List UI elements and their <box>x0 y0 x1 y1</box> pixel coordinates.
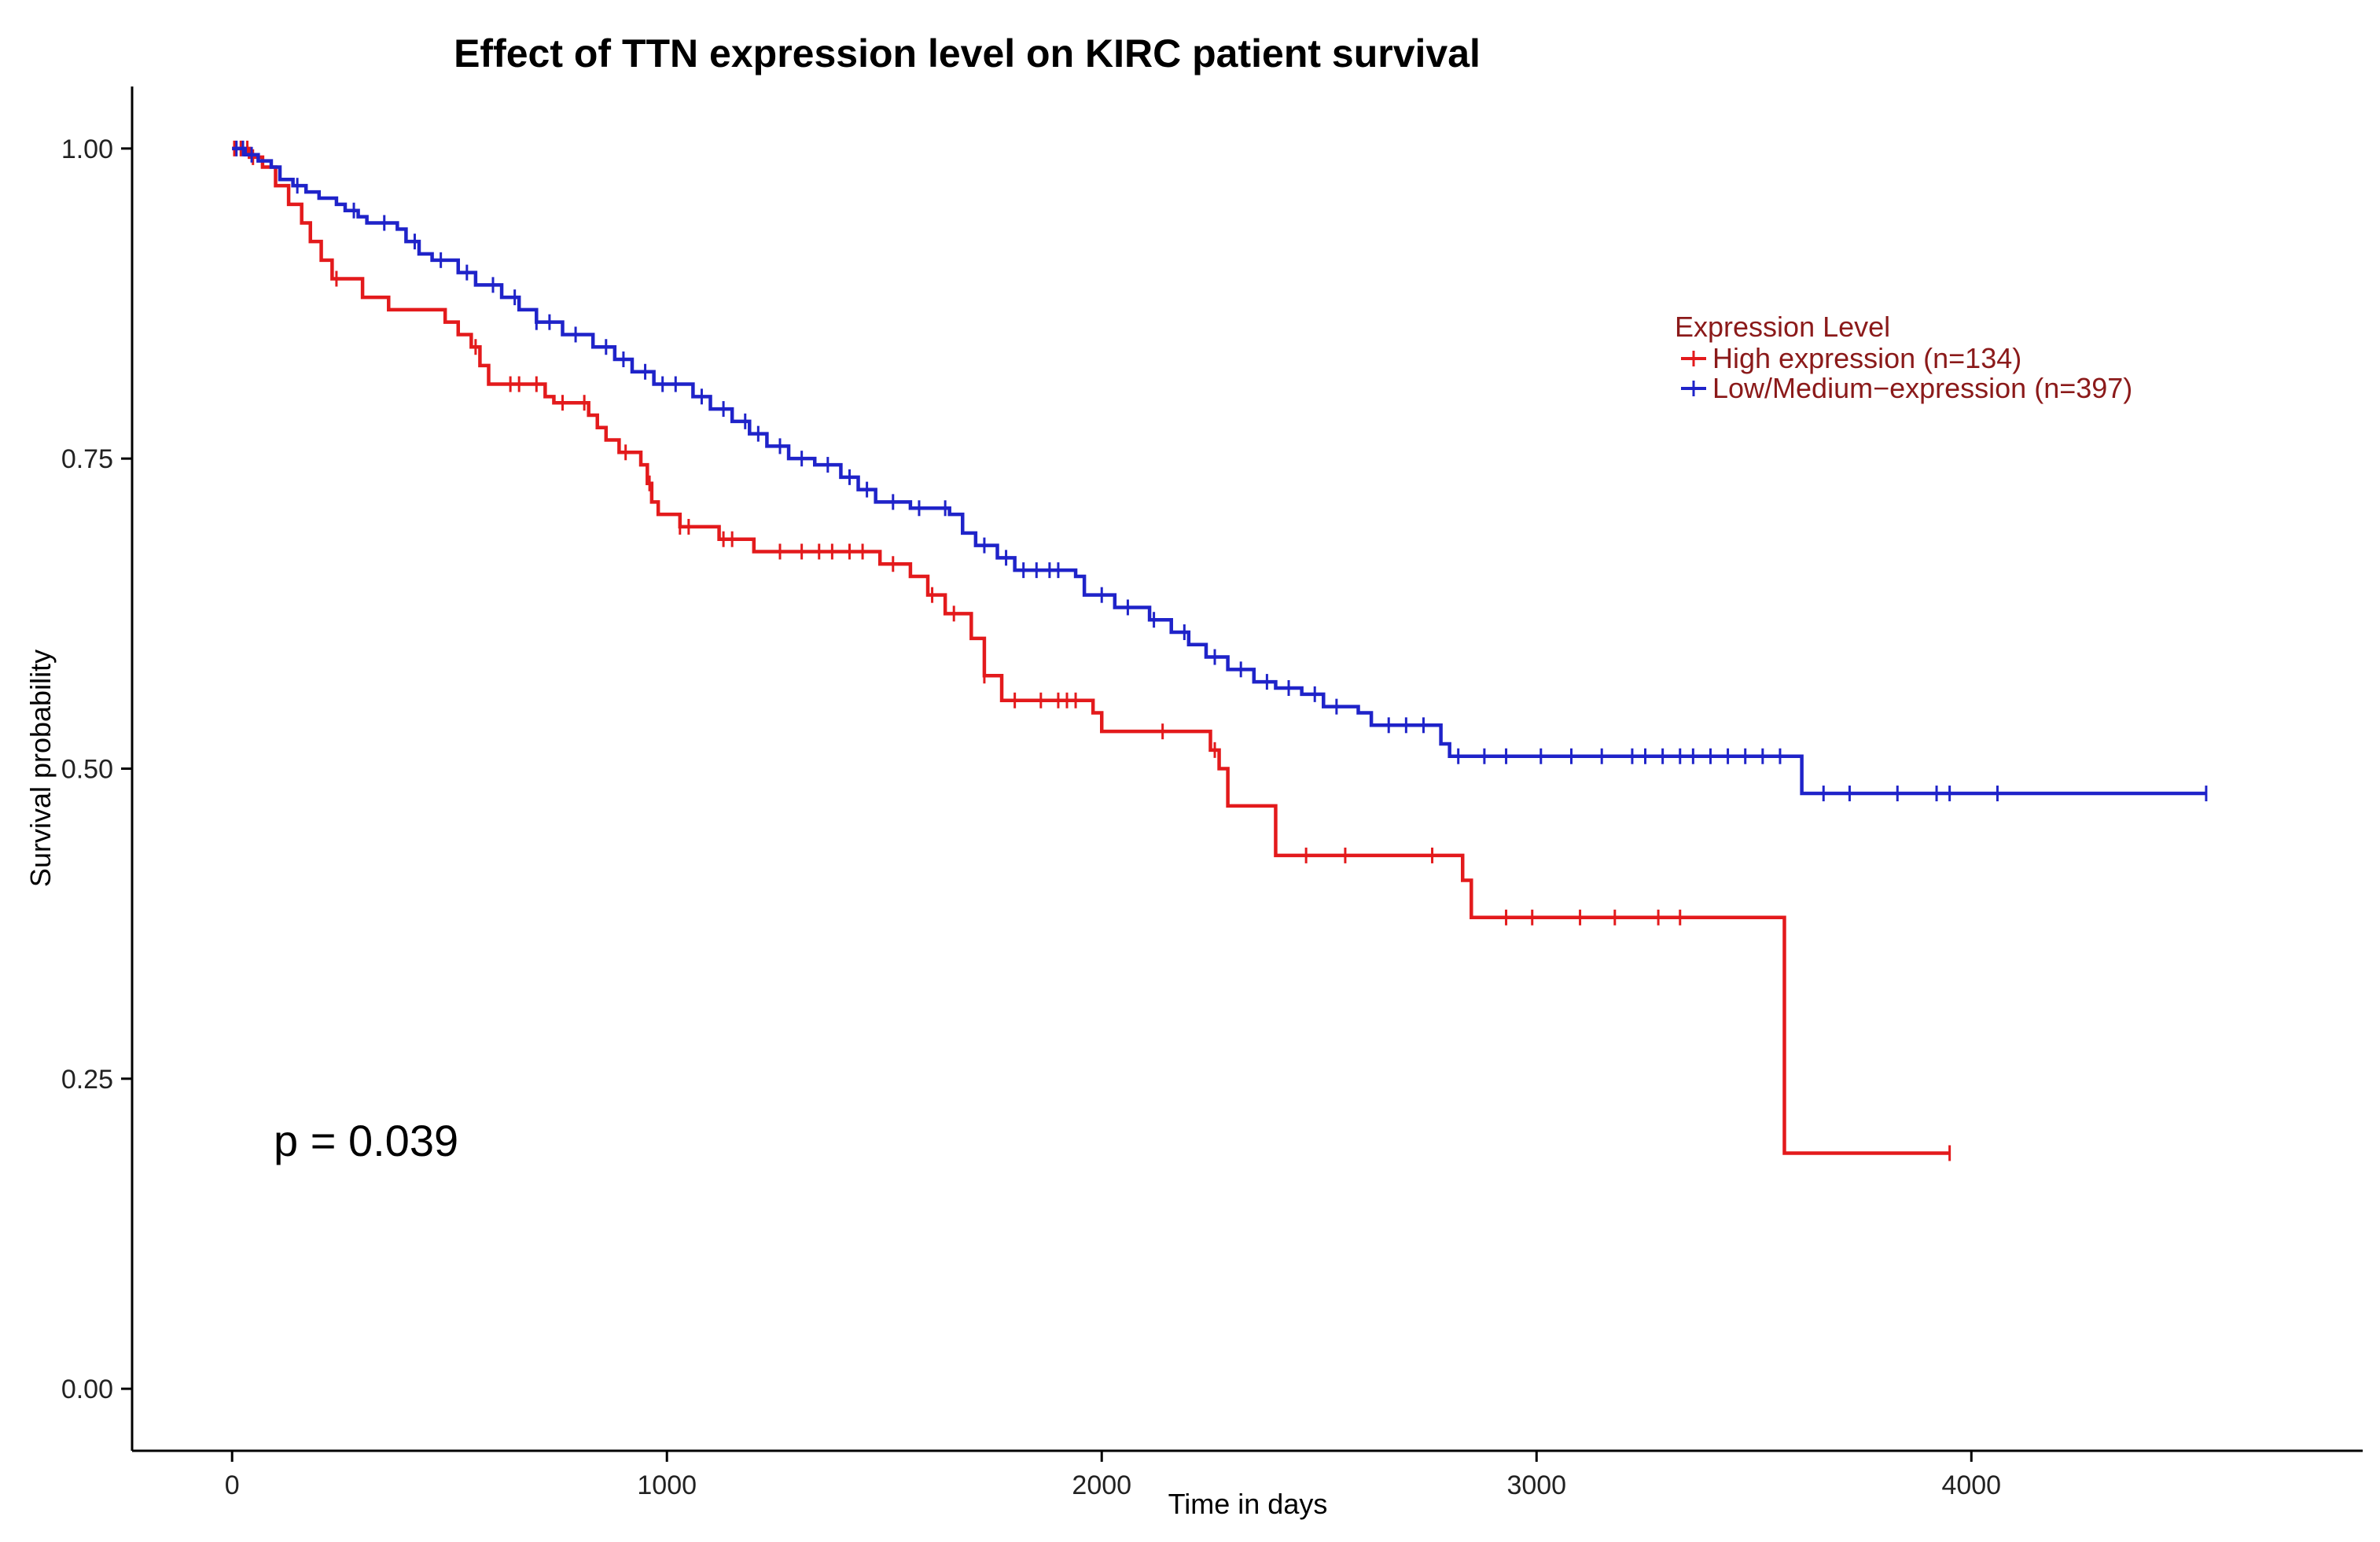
y-tick-label: 0.25 <box>61 1065 113 1095</box>
series-low-medium-expression <box>232 140 2208 802</box>
x-tick-label: 4000 <box>1941 1470 2001 1500</box>
legend-item: Low/Medium−expression (n=397) <box>1681 372 2132 404</box>
series-high-expression <box>232 140 1951 1161</box>
y-tick-label: 0.50 <box>61 755 113 785</box>
y-tick-label: 0.75 <box>61 444 113 474</box>
legend-label: Low/Medium−expression (n=397) <box>1712 372 2132 404</box>
x-tick-label: 0 <box>225 1470 240 1500</box>
chart-title: Effect of TTN expression level on KIRC p… <box>454 31 1481 75</box>
y-tick-label: 1.00 <box>61 134 113 164</box>
legend-label: High expression (n=134) <box>1712 342 2021 374</box>
y-axis-title: Survival probability <box>24 650 57 887</box>
x-tick-label: 3000 <box>1506 1470 1566 1500</box>
y-axis-ticks: 0.00 0.25 0.50 0.75 1.00 <box>61 134 132 1404</box>
legend-title: Expression Level <box>1675 311 1890 343</box>
survival-curve-line <box>232 146 2206 796</box>
p-value-annotation: p = 0.039 <box>274 1116 458 1165</box>
x-tick-label: 2000 <box>1072 1470 1131 1500</box>
y-tick-label: 0.00 <box>61 1375 113 1404</box>
x-axis-title: Time in days <box>1168 1488 1328 1520</box>
survival-curve-line <box>232 146 1950 1155</box>
x-axis-ticks: 0 1000 2000 3000 4000 <box>225 1451 2001 1500</box>
legend-item: High expression (n=134) <box>1681 342 2021 374</box>
legend: Expression Level High expression (n=134)… <box>1675 311 2132 404</box>
x-tick-label: 1000 <box>637 1470 697 1500</box>
survival-curves <box>232 140 2208 1161</box>
legend-items: High expression (n=134)Low/Medium−expres… <box>1681 342 2132 404</box>
